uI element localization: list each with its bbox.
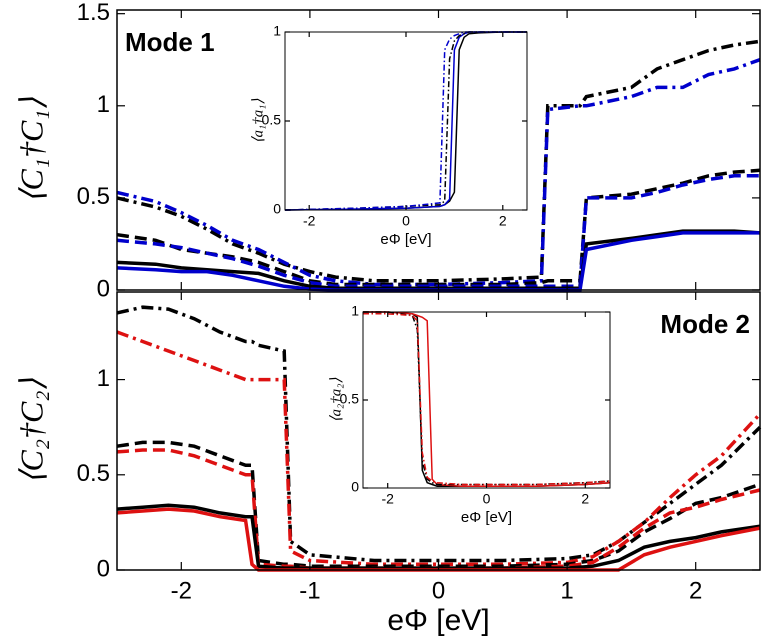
data-line — [116, 440, 761, 568]
y-tick-label: 0 — [97, 555, 110, 582]
x-tick-label: 1 — [560, 577, 573, 604]
plot-area — [363, 312, 610, 488]
data-line — [116, 174, 760, 289]
y-axis-label: ⟨a₂†a₂⟩ — [328, 378, 344, 423]
y-tick-label: 1 — [273, 23, 281, 39]
x-axis-label: eΦ [eV] — [387, 604, 489, 637]
x-tick-label: -1 — [299, 577, 320, 604]
data-line — [116, 39, 761, 283]
x-tick-label: -2 — [381, 491, 394, 507]
x-tick-label: 2 — [499, 213, 507, 229]
data-line — [116, 330, 762, 567]
y-tick-label: 0.5 — [340, 391, 360, 407]
data-line — [116, 58, 761, 287]
x-tick-label: -2 — [171, 577, 192, 604]
y-axis-label: ⟨C₁†C₁⟩ — [13, 97, 49, 203]
y-tick-label: 1 — [97, 365, 110, 392]
x-axis-label: eΦ [eV] — [461, 509, 512, 526]
y-tick-label: 0.5 — [77, 183, 110, 210]
panel-annotation: Mode 1 — [125, 27, 215, 57]
y-tick-label: 0 — [97, 275, 110, 302]
y-tick-label: 1.5 — [77, 0, 110, 26]
y-tick-label: 1 — [97, 91, 110, 118]
data-line — [116, 503, 761, 570]
plot-area — [285, 32, 527, 210]
panel-annotation: Mode 2 — [660, 309, 750, 339]
y-axis-label: ⟨a₁†a₁⟩ — [250, 99, 266, 144]
data-line — [116, 305, 762, 563]
y-tick-label: 0.5 — [77, 460, 110, 487]
data-line — [363, 311, 611, 486]
x-tick-label: 2 — [689, 577, 702, 604]
y-axis-label: ⟨C₂†C₂⟩ — [13, 378, 49, 484]
y-tick-label: 0 — [351, 479, 359, 495]
y-tick-label: 0 — [273, 201, 281, 217]
y-tick-label: 0.5 — [262, 112, 282, 128]
x-tick-label: -2 — [303, 213, 316, 229]
x-tick-label: 0 — [402, 213, 410, 229]
x-tick-label: 0 — [483, 491, 491, 507]
x-axis-label: eΦ [eV] — [380, 231, 431, 248]
data-line — [116, 229, 761, 290]
x-tick-label: 2 — [581, 491, 589, 507]
data-line — [363, 311, 611, 487]
y-tick-label: 1 — [351, 303, 359, 319]
data-line — [116, 168, 761, 287]
x-tick-label: 0 — [432, 577, 445, 604]
